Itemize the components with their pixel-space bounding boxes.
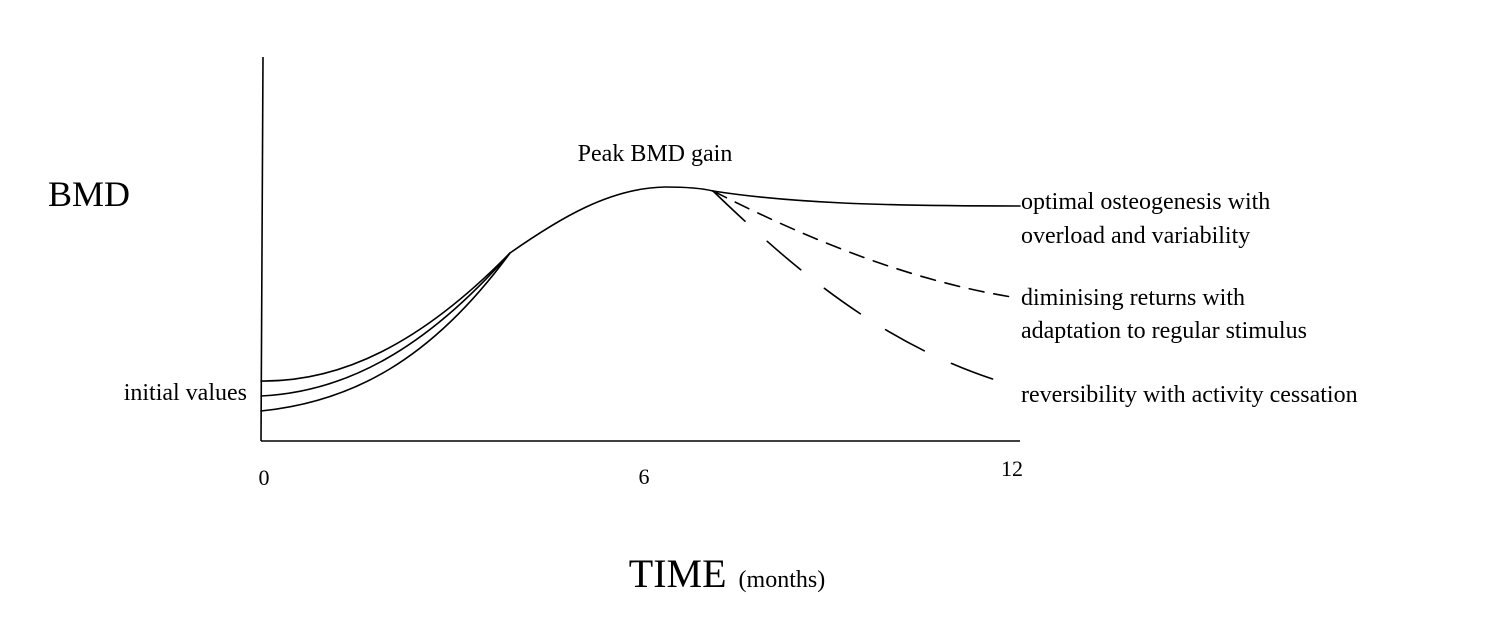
- initial-curve-middle: [260, 252, 511, 397]
- diminishing-returns-label-line1: diminising returns with: [1021, 285, 1245, 311]
- optimal-osteogenesis-label-line1: optimal osteogenesis with: [1021, 189, 1270, 215]
- diminishing-returns-curve: [712, 190, 1019, 299]
- y-axis: [260, 56, 264, 442]
- reversibility-label: reversibility with activity cessation: [1021, 382, 1358, 408]
- x-tick-label-0: 0: [259, 465, 270, 490]
- x-axis-label-main: TIME: [629, 551, 727, 596]
- optimal-osteogenesis-curve: [712, 190, 1021, 207]
- reversibility-curve: [712, 190, 1006, 384]
- x-axis-label: TIME (months): [629, 551, 825, 596]
- peak-bmd-gain-label: Peak BMD gain: [578, 141, 733, 167]
- initial-curve-lower: [260, 252, 511, 412]
- y-axis-label: BMD: [48, 174, 130, 214]
- diminishing-returns-label-line2: adaptation to regular stimulus: [1021, 318, 1307, 344]
- x-tick-label-12: 12: [1001, 456, 1023, 481]
- x-tick-label-6: 6: [639, 464, 650, 489]
- initial-curve-upper: [260, 252, 511, 382]
- initial-values-label: initial values: [124, 380, 247, 406]
- gain-curve: [509, 186, 714, 254]
- optimal-osteogenesis-label-line2: overload and variability: [1021, 223, 1250, 249]
- x-axis-label-unit: (months): [739, 567, 826, 593]
